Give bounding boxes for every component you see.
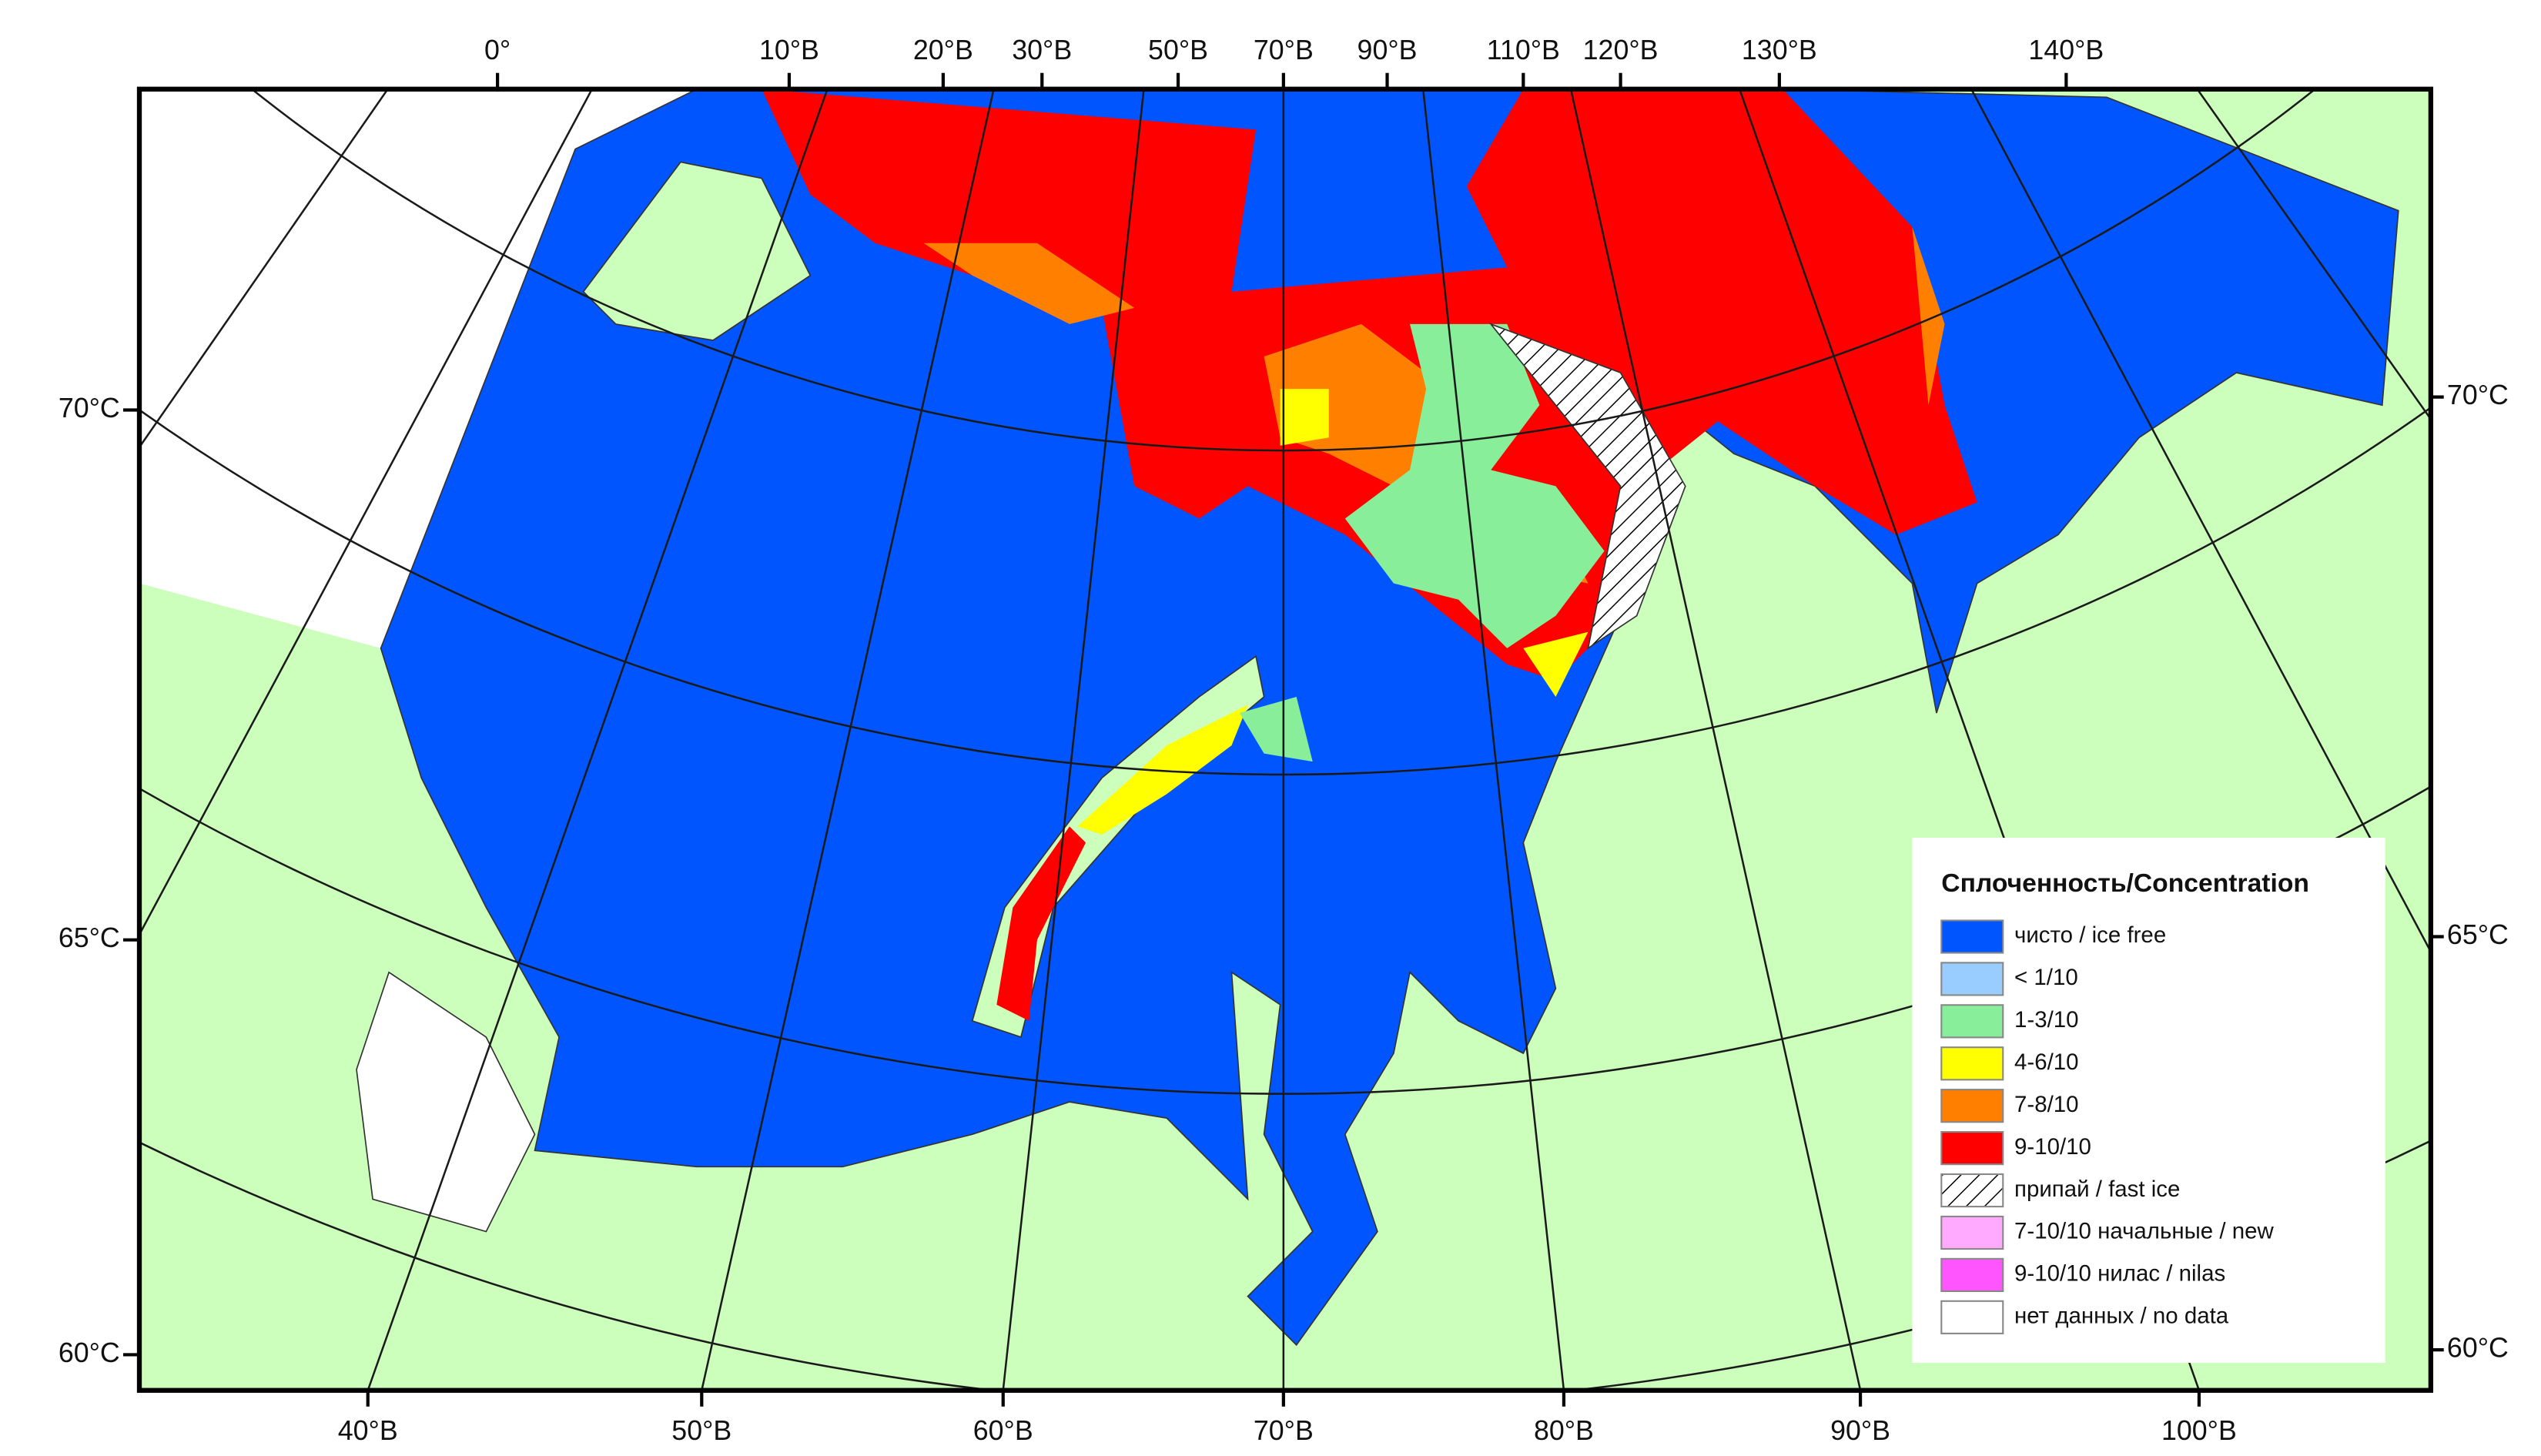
latitude-label: 65°С (59, 922, 120, 953)
legend-swatch (1940, 1173, 2004, 1208)
legend-label: припай / fast ice (2014, 1177, 2180, 1202)
longitude-label: 70°В (1254, 1415, 1314, 1446)
legend: Сплоченность/Concentration чисто / ice f… (1912, 838, 2385, 1363)
legend-label: 7-10/10 начальные / new (2014, 1219, 2274, 1244)
legend-swatch (1940, 1004, 2004, 1039)
legend-swatch (1940, 1257, 2004, 1293)
longitude-label: 100°В (2161, 1415, 2237, 1446)
map-body (139, 89, 2431, 1391)
latitude-label: 65°С (2447, 919, 2509, 950)
ice-4-6 (1077, 705, 1248, 835)
ice-7-8 (923, 226, 1945, 406)
legend-label: 9-10/10 (2014, 1134, 2091, 1160)
lake (356, 971, 536, 1233)
ice-1-3 (1240, 696, 1313, 762)
legend-label: нет данных / no data (2014, 1304, 2229, 1329)
legend-swatch (1940, 962, 2004, 996)
longitude-label: 80°В (1534, 1415, 1594, 1446)
longitude-label: 130°В (1742, 35, 1817, 65)
labels: 0° 10°В 20°В 30°В 50°В 70°В 90°В 110°В 120°В 130°… (59, 35, 2509, 1446)
longitude-label: 120°В (1583, 35, 1659, 65)
latitude-label: 70°С (2447, 380, 2509, 410)
legend-swatch (1940, 1131, 2004, 1166)
longitude-label: 10°В (759, 35, 819, 65)
latitude-label: 60°С (59, 1337, 120, 1368)
longitude-label: 90°В (1358, 35, 1418, 65)
longitude-label: 40°В (338, 1415, 398, 1446)
legend-swatch (1940, 1089, 2004, 1123)
no-data-area (139, 89, 697, 648)
longitude-label: 20°В (913, 35, 973, 65)
legend-swatch (1940, 1300, 2004, 1334)
legend-label: чисто / ice free (2014, 922, 2166, 948)
fast-ice (1488, 323, 1686, 650)
ice-4-6 (1280, 389, 1589, 697)
legend-swatch (1940, 1046, 2004, 1081)
legend-label: 7-8/10 (2014, 1092, 2079, 1117)
legend-label: 4-6/10 (2014, 1049, 2079, 1075)
longitude-label: 30°В (1012, 35, 1072, 65)
legend-label: 9-10/10 нилас / nilas (2014, 1261, 2225, 1287)
longitude-label: 70°В (1254, 35, 1314, 65)
legend-title: Сплоченность/Concentration (1941, 869, 2309, 898)
longitude-label: 50°В (1148, 35, 1208, 65)
longitude-label: 50°В (671, 1415, 732, 1446)
longitude-label: 140°В (2028, 35, 2104, 65)
latitude-label: 60°С (2447, 1333, 2509, 1364)
longitude-label: 60°В (973, 1415, 1033, 1446)
longitude-label: 90°В (1830, 1415, 1890, 1446)
legend-swatch (1940, 919, 2004, 954)
ice-9-10 (996, 826, 1086, 1021)
latitude-label: 70°С (59, 393, 120, 423)
longitude-label: 110°В (1487, 35, 1560, 65)
legend-label: < 1/10 (2014, 965, 2078, 990)
legend-swatch (1940, 1215, 2004, 1250)
legend-label: 1-3/10 (2014, 1007, 2079, 1033)
longitude-label: 0° (484, 35, 511, 65)
